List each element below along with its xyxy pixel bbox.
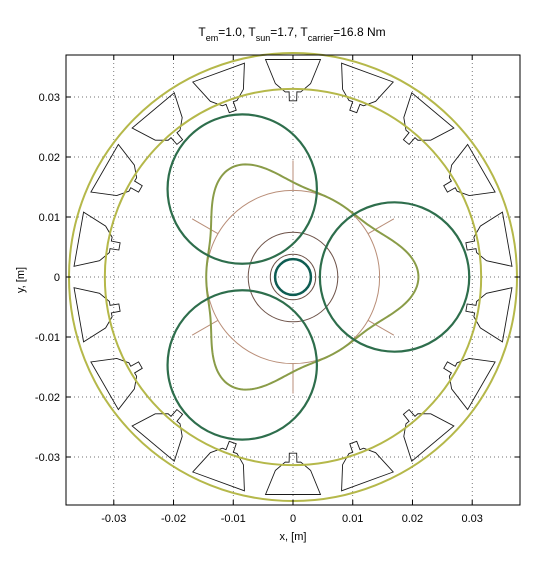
carrier-arm — [191, 319, 219, 336]
stator-slot — [341, 440, 394, 492]
carrier-outline — [205, 163, 420, 391]
y-tick-label: -0.01 — [35, 332, 60, 344]
carrier-circle — [269, 253, 317, 301]
carrier-arm — [367, 218, 395, 235]
stator-slot — [90, 143, 143, 197]
stator-slot — [465, 211, 513, 267]
ring-inner-circle — [103, 87, 483, 467]
stator-slot — [192, 440, 245, 492]
x-tick-label: 0 — [290, 513, 296, 525]
x-tick-label: 0.01 — [342, 513, 363, 525]
stator-slot — [443, 143, 496, 197]
stator-slot — [131, 91, 184, 146]
stator-slot — [131, 408, 184, 463]
x-tick-label: 0.03 — [461, 513, 482, 525]
x-tick-label: -0.01 — [221, 513, 246, 525]
chart-title: Tem=1.0, Tsun=1.7, Tcarrier=16.8 Nm — [198, 25, 385, 43]
planet-gear — [166, 289, 318, 441]
stator-slot — [443, 357, 496, 411]
stator-slot — [402, 408, 455, 463]
x-tick-label: -0.03 — [101, 513, 126, 525]
planet-gear — [166, 113, 318, 265]
ticks: -0.03 -0.02 -0.01 0 0.01 0.02 0.03 0.03 0.02 0.01… — [35, 55, 520, 525]
x-axis-label: x, [m] — [280, 531, 307, 543]
sun-gear — [273, 257, 313, 297]
stator-slot — [73, 211, 121, 267]
stator-slot — [264, 452, 322, 495]
carrier-arm — [367, 319, 395, 336]
x-tick-label: 0.02 — [402, 513, 423, 525]
stator-slot — [90, 357, 143, 411]
stator-slot — [402, 91, 455, 146]
y-tick-label: 0 — [54, 272, 60, 284]
stator-slot — [73, 287, 121, 343]
grid — [66, 55, 520, 505]
stator-slot — [341, 62, 394, 114]
y-tick-label: 0.02 — [39, 152, 60, 164]
stator-slot — [192, 62, 245, 114]
stator-slot — [465, 287, 513, 343]
stator-slot — [264, 59, 322, 102]
y-tick-label: 0.01 — [39, 212, 60, 224]
plot-area: -0.03 -0.02 -0.01 0 0.01 0.02 0.03 0.03 0.02 0.01… — [35, 51, 521, 525]
x-tick-label: -0.02 — [161, 513, 186, 525]
carrier-circle — [247, 231, 339, 323]
carrier-arm — [191, 218, 219, 235]
y-tick-label: -0.02 — [35, 392, 60, 404]
y-tick-label: -0.03 — [35, 452, 60, 464]
y-tick-label: 0.03 — [39, 92, 60, 104]
y-axis-label: y, [m] — [15, 267, 27, 293]
planet-gear — [318, 201, 471, 353]
